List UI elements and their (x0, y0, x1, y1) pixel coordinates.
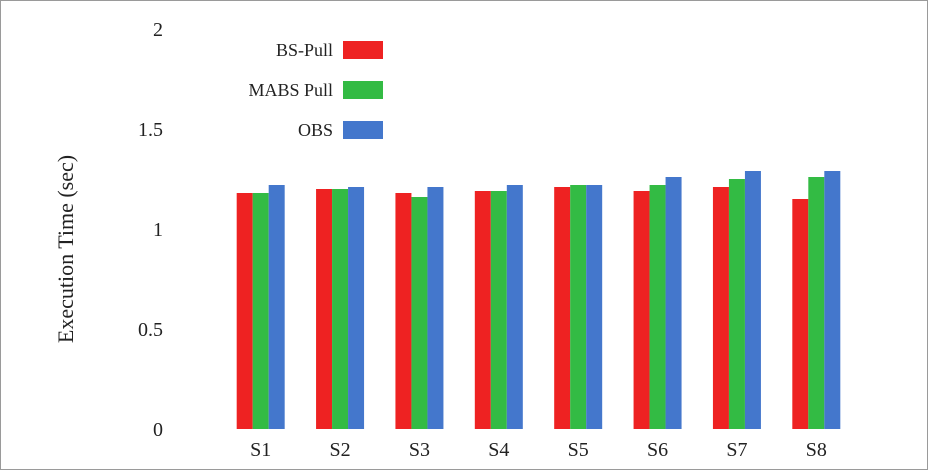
y-axis-ticks: 0 0.5 1 1.5 2 (138, 19, 163, 441)
bar-mabs-pull-s6 (649, 185, 666, 429)
x-tick-label: S1 (250, 439, 271, 461)
y-tick-label: 1 (153, 219, 163, 241)
x-tick-label: S2 (330, 439, 351, 461)
y-tick-label: 0 (153, 419, 163, 441)
bar-bs-pull-s4 (474, 191, 491, 429)
legend-label: MABS Pull (248, 80, 333, 100)
x-tick-label: S8 (806, 439, 827, 461)
y-tick-label: 0.5 (138, 319, 163, 341)
x-axis-ticks: S1 S2 S3 S4 S5 S6 S7 S8 (250, 439, 827, 461)
bar-mabs-pull-s1 (252, 193, 269, 429)
legend-label: BS-Pull (276, 40, 333, 60)
bar-mabs-pull-s4 (490, 191, 507, 429)
bar-bs-pull-s1 (236, 193, 253, 429)
bar-bs-pull-s6 (633, 191, 650, 429)
x-tick-label: S5 (568, 439, 589, 461)
bar-mabs-pull-s2 (332, 189, 349, 429)
bar-obs-s3 (427, 187, 444, 429)
legend-swatch (343, 121, 383, 139)
bar-obs-s8 (824, 171, 841, 429)
legend-swatch (343, 41, 383, 59)
x-tick-label: S3 (409, 439, 430, 461)
bar-mabs-pull-s7 (728, 179, 745, 429)
bar-obs-s1 (268, 185, 285, 429)
bar-obs-s7 (744, 171, 761, 429)
x-tick-label: S4 (488, 439, 509, 461)
bar-obs-s5 (586, 185, 603, 429)
x-tick-label: S7 (726, 439, 747, 461)
bar-obs-s4 (506, 185, 523, 429)
y-tick-label: 2 (153, 19, 163, 41)
bar-mabs-pull-s8 (808, 177, 825, 429)
legend-swatch (343, 81, 383, 99)
bar-bs-pull-s2 (316, 189, 333, 429)
y-tick-label: 1.5 (138, 119, 163, 141)
bar-mabs-pull-s5 (570, 185, 587, 429)
bar-mabs-pull-s3 (411, 197, 428, 429)
y-axis-label: Execution Time (sec) (53, 155, 78, 343)
x-tick-label: S6 (647, 439, 668, 461)
bar-bs-pull-s5 (554, 187, 571, 429)
legend-label: OBS (298, 120, 333, 140)
bar-obs-s6 (665, 177, 682, 429)
bar-bs-pull-s3 (395, 193, 412, 429)
bar-bs-pull-s8 (792, 199, 809, 429)
legend: BS-Pull MABS Pull OBS (248, 40, 383, 140)
bars (236, 171, 841, 429)
bar-bs-pull-s7 (712, 187, 729, 429)
bar-obs-s2 (348, 187, 365, 429)
